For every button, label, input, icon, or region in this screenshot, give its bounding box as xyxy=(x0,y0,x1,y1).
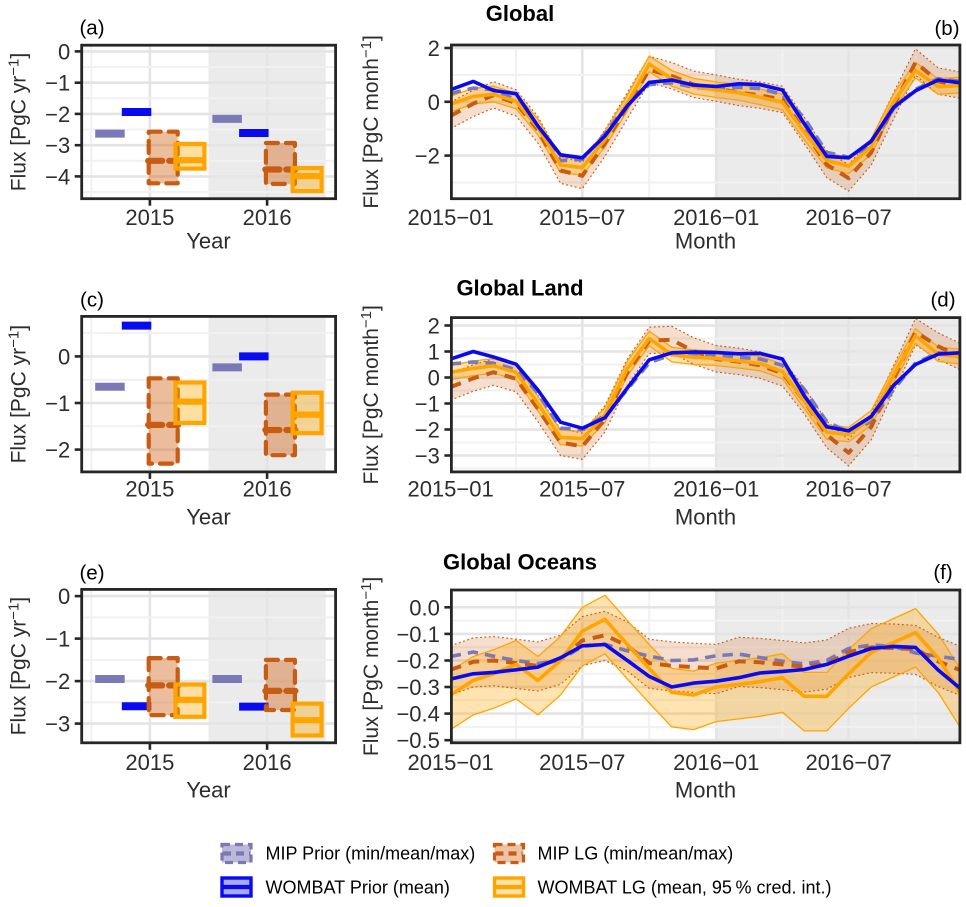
svg-text:−1: −1 xyxy=(45,391,70,416)
svg-text:−3: −3 xyxy=(415,444,440,469)
svg-text:(c): (c) xyxy=(80,289,104,312)
svg-text:2016−07: 2016−07 xyxy=(805,205,891,230)
svg-text:MIP Prior (min/mean/max): MIP Prior (min/mean/max) xyxy=(266,844,476,864)
svg-text:2016: 2016 xyxy=(243,205,292,230)
svg-text:−3: −3 xyxy=(45,712,70,737)
svg-text:2015−01: 2015−01 xyxy=(407,205,493,230)
svg-text:2015−01: 2015−01 xyxy=(407,750,493,775)
svg-text:(e): (e) xyxy=(79,562,104,585)
svg-text:(b): (b) xyxy=(934,17,959,40)
svg-text:Month: Month xyxy=(675,228,736,253)
svg-text:2015: 2015 xyxy=(125,205,174,230)
svg-text:Global: Global xyxy=(486,1,554,26)
svg-text:−1: −1 xyxy=(415,392,440,417)
svg-text:2015−07: 2015−07 xyxy=(539,476,625,501)
svg-text:0.0: 0.0 xyxy=(409,595,440,620)
svg-text:2016−01: 2016−01 xyxy=(673,750,759,775)
svg-text:WOMBAT LG (mean, 95 % cred. in: WOMBAT LG (mean, 95 % cred. int.) xyxy=(538,878,832,898)
svg-text:0: 0 xyxy=(58,39,70,64)
svg-text:2015: 2015 xyxy=(125,476,174,501)
svg-text:−0.1: −0.1 xyxy=(396,622,439,647)
svg-text:−2: −2 xyxy=(45,438,70,463)
svg-text:−4: −4 xyxy=(45,164,70,189)
svg-text:−3: −3 xyxy=(45,133,70,158)
svg-text:Month: Month xyxy=(675,505,736,530)
svg-text:2016−01: 2016−01 xyxy=(673,205,759,230)
svg-text:2015−07: 2015−07 xyxy=(539,205,625,230)
svg-text:Month: Month xyxy=(675,778,736,803)
svg-text:0: 0 xyxy=(428,90,440,115)
svg-text:Year: Year xyxy=(186,228,230,253)
svg-text:MIP LG (min/mean/max): MIP LG (min/mean/max) xyxy=(538,844,734,864)
svg-text:−1: −1 xyxy=(45,71,70,96)
svg-text:2016−07: 2016−07 xyxy=(805,750,891,775)
svg-text:(f): (f) xyxy=(933,561,952,584)
svg-text:Global Oceans: Global Oceans xyxy=(443,550,597,575)
svg-text:−0.4: −0.4 xyxy=(396,702,439,727)
svg-text:Global Land: Global Land xyxy=(456,276,583,301)
svg-text:−0.2: −0.2 xyxy=(396,649,439,674)
svg-text:Year: Year xyxy=(186,778,230,803)
svg-text:2016: 2016 xyxy=(243,476,292,501)
svg-text:0: 0 xyxy=(58,584,70,609)
svg-text:2015−07: 2015−07 xyxy=(539,750,625,775)
svg-text:2015: 2015 xyxy=(125,750,174,775)
svg-text:2: 2 xyxy=(428,314,440,339)
svg-text:−1: −1 xyxy=(45,627,70,652)
svg-text:0: 0 xyxy=(428,366,440,391)
svg-text:0: 0 xyxy=(58,344,70,369)
svg-text:−0.3: −0.3 xyxy=(396,675,439,700)
svg-text:Flux [PgC yr−1]: Flux [PgC yr−1] xyxy=(6,53,31,191)
svg-text:−2: −2 xyxy=(45,102,70,127)
svg-text:−0.5: −0.5 xyxy=(396,728,439,753)
svg-text:(d): (d) xyxy=(930,289,955,312)
svg-text:−2: −2 xyxy=(415,144,440,169)
svg-text:(a): (a) xyxy=(79,17,104,40)
svg-text:−2: −2 xyxy=(415,418,440,443)
svg-text:Year: Year xyxy=(186,505,230,530)
svg-text:1: 1 xyxy=(428,340,440,365)
svg-text:Flux [PgC month−1]: Flux [PgC month−1] xyxy=(358,305,383,484)
svg-text:WOMBAT Prior (mean): WOMBAT Prior (mean) xyxy=(266,878,450,898)
svg-text:Flux [PgC month−1]: Flux [PgC month−1] xyxy=(358,577,383,756)
svg-text:−2: −2 xyxy=(45,669,70,694)
svg-text:2016−07: 2016−07 xyxy=(805,476,891,501)
svg-text:Flux [PgC yr−1]: Flux [PgC yr−1] xyxy=(6,325,31,463)
svg-text:2016−01: 2016−01 xyxy=(673,476,759,501)
svg-text:2015−01: 2015−01 xyxy=(407,476,493,501)
svg-text:2: 2 xyxy=(428,36,440,61)
svg-text:Flux [PgC yr−1]: Flux [PgC yr−1] xyxy=(6,597,31,735)
svg-text:2016: 2016 xyxy=(243,750,292,775)
svg-text:Flux [PgC monh−1]: Flux [PgC monh−1] xyxy=(358,35,383,209)
